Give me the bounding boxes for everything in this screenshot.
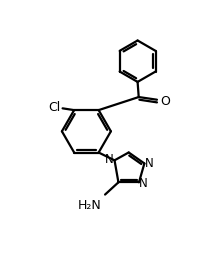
Text: N: N bbox=[105, 153, 114, 166]
Text: N: N bbox=[139, 177, 148, 190]
Text: N: N bbox=[145, 157, 154, 170]
Text: H₂N: H₂N bbox=[77, 198, 101, 212]
Text: O: O bbox=[160, 95, 170, 108]
Text: Cl: Cl bbox=[49, 101, 61, 114]
